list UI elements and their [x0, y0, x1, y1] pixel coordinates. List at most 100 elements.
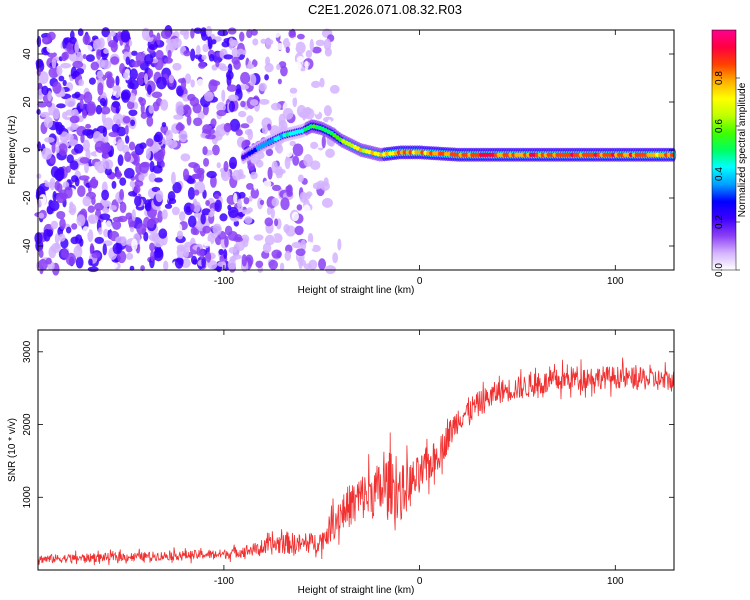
spectrogram-cell [38, 249, 44, 258]
spectrogram-cell [119, 188, 125, 201]
spectrogram-cell [171, 171, 176, 185]
spectrogram-cell [289, 87, 298, 94]
spectrogram-cell [183, 31, 189, 40]
spectrogram-cell [50, 220, 59, 230]
spectrogram-cell [79, 157, 90, 164]
spectrogram-cell [297, 69, 302, 79]
spectrogram-cell [144, 54, 154, 65]
spectrogram-cell [138, 96, 144, 103]
spectrogram-cell [176, 223, 183, 233]
spectrogram-cell [198, 169, 205, 183]
spectrogram-cell [96, 49, 102, 60]
spectrogram-cell [221, 41, 230, 48]
spectrogram-cell [271, 197, 280, 207]
spectrogram-cell [208, 54, 215, 62]
y-tick-label: 40 [22, 48, 33, 60]
spectrogram-cell [119, 177, 127, 186]
spectrogram-cell [217, 29, 229, 37]
spectrogram-cell [58, 143, 68, 156]
x-tick-label: 0 [417, 276, 423, 287]
spectrogram-cell [227, 27, 237, 35]
spectrogram-cell [163, 57, 173, 64]
spectrogram-cell [270, 102, 282, 111]
spectrogram-cell [122, 72, 129, 79]
spectrogram-cell [275, 42, 285, 51]
spectrogram-cell [153, 151, 165, 162]
x-tick-label: 100 [607, 276, 624, 287]
spectrogram-cell [202, 43, 209, 53]
spectrogram-cell [62, 51, 69, 60]
spectrogram-cell [229, 118, 241, 132]
spectrogram-cell [161, 209, 168, 220]
spectrogram-cell [311, 46, 322, 54]
spectrogram-cell [215, 124, 227, 137]
snr-x-label: Height of straight line (km) [298, 585, 415, 596]
spectrogram-cell [207, 260, 218, 270]
spectrogram-cell [227, 258, 236, 271]
spectrogram-cell [309, 38, 314, 52]
spectrogram-cell [180, 153, 191, 162]
spectrogram-cell [97, 82, 104, 96]
spectrogram-cell [119, 201, 127, 214]
spectrogram-cell [236, 48, 245, 55]
spectrogram-cell [258, 98, 270, 105]
spectrogram-cell [193, 163, 201, 174]
spectrogram-cell [94, 236, 105, 244]
spectrogram-cell [305, 50, 313, 58]
spectrogram-cell [242, 237, 249, 248]
spectrogram-cell [46, 229, 53, 237]
spectrogram-cell [214, 199, 222, 213]
spectrogram-cell [282, 37, 291, 49]
spectrogram-cell [317, 203, 325, 215]
spectrogram-cell [267, 166, 273, 180]
spectrogram-cell [138, 71, 145, 79]
spectrogram-cell [193, 212, 201, 218]
spectrogram-cell [103, 117, 114, 131]
spectrogram-cell [156, 76, 167, 90]
spectrogram-cell [270, 208, 275, 219]
spectrogram-cell [56, 210, 66, 220]
spectrogram-cell [263, 180, 272, 188]
spectrogram-cell [296, 33, 305, 40]
spectrogram-cell [148, 105, 154, 114]
spectrogram-cell [337, 238, 342, 251]
spectrogram-cell [216, 162, 221, 169]
spectrogram-cell [69, 115, 80, 124]
spectrogram-cell [45, 257, 52, 265]
spectrogram-cell [171, 206, 180, 216]
spectrogram-cell [116, 139, 125, 152]
spectrogram-cell [190, 28, 195, 39]
spectrogram-cell [238, 110, 247, 118]
spectrogram-cell [183, 245, 190, 258]
spectrogram-cell [271, 184, 282, 192]
spectrogram-cell [50, 242, 62, 253]
spectrogram-cell [43, 116, 54, 129]
spectrogram-cell [148, 172, 156, 183]
spectrogram-cell [82, 226, 90, 234]
spectrogram-cell [64, 133, 74, 141]
spectrogram-cell [79, 99, 84, 110]
spectrogram-cell [303, 141, 308, 152]
spectrogram-cell [49, 156, 56, 164]
spectrogram-cell [246, 115, 254, 124]
spectrogram-cell [82, 129, 93, 136]
spectrogram-cell [75, 234, 83, 244]
spectrogram-cell [73, 245, 83, 258]
spectrogram-cell [277, 78, 282, 85]
spectrogram-cell [129, 180, 135, 188]
spectrogram-cell [669, 152, 675, 157]
spectrogram-cell [292, 96, 298, 108]
spectrogram-cell [265, 185, 272, 196]
spectrogram-cell [295, 248, 306, 257]
spectrogram-cell [76, 214, 86, 227]
spectrogram-cell [321, 135, 326, 149]
spectrogram-cell [147, 84, 152, 95]
spectrogram-cell [312, 182, 322, 190]
spectrogram-cell [237, 169, 244, 178]
spectrogram-cell [224, 235, 229, 248]
spectrogram-cell [264, 74, 269, 81]
spectrogram-cell [193, 117, 203, 127]
spectrogram-cell [158, 228, 168, 239]
spectrogram-cell [34, 232, 43, 245]
spectrogram-cell [221, 89, 226, 102]
